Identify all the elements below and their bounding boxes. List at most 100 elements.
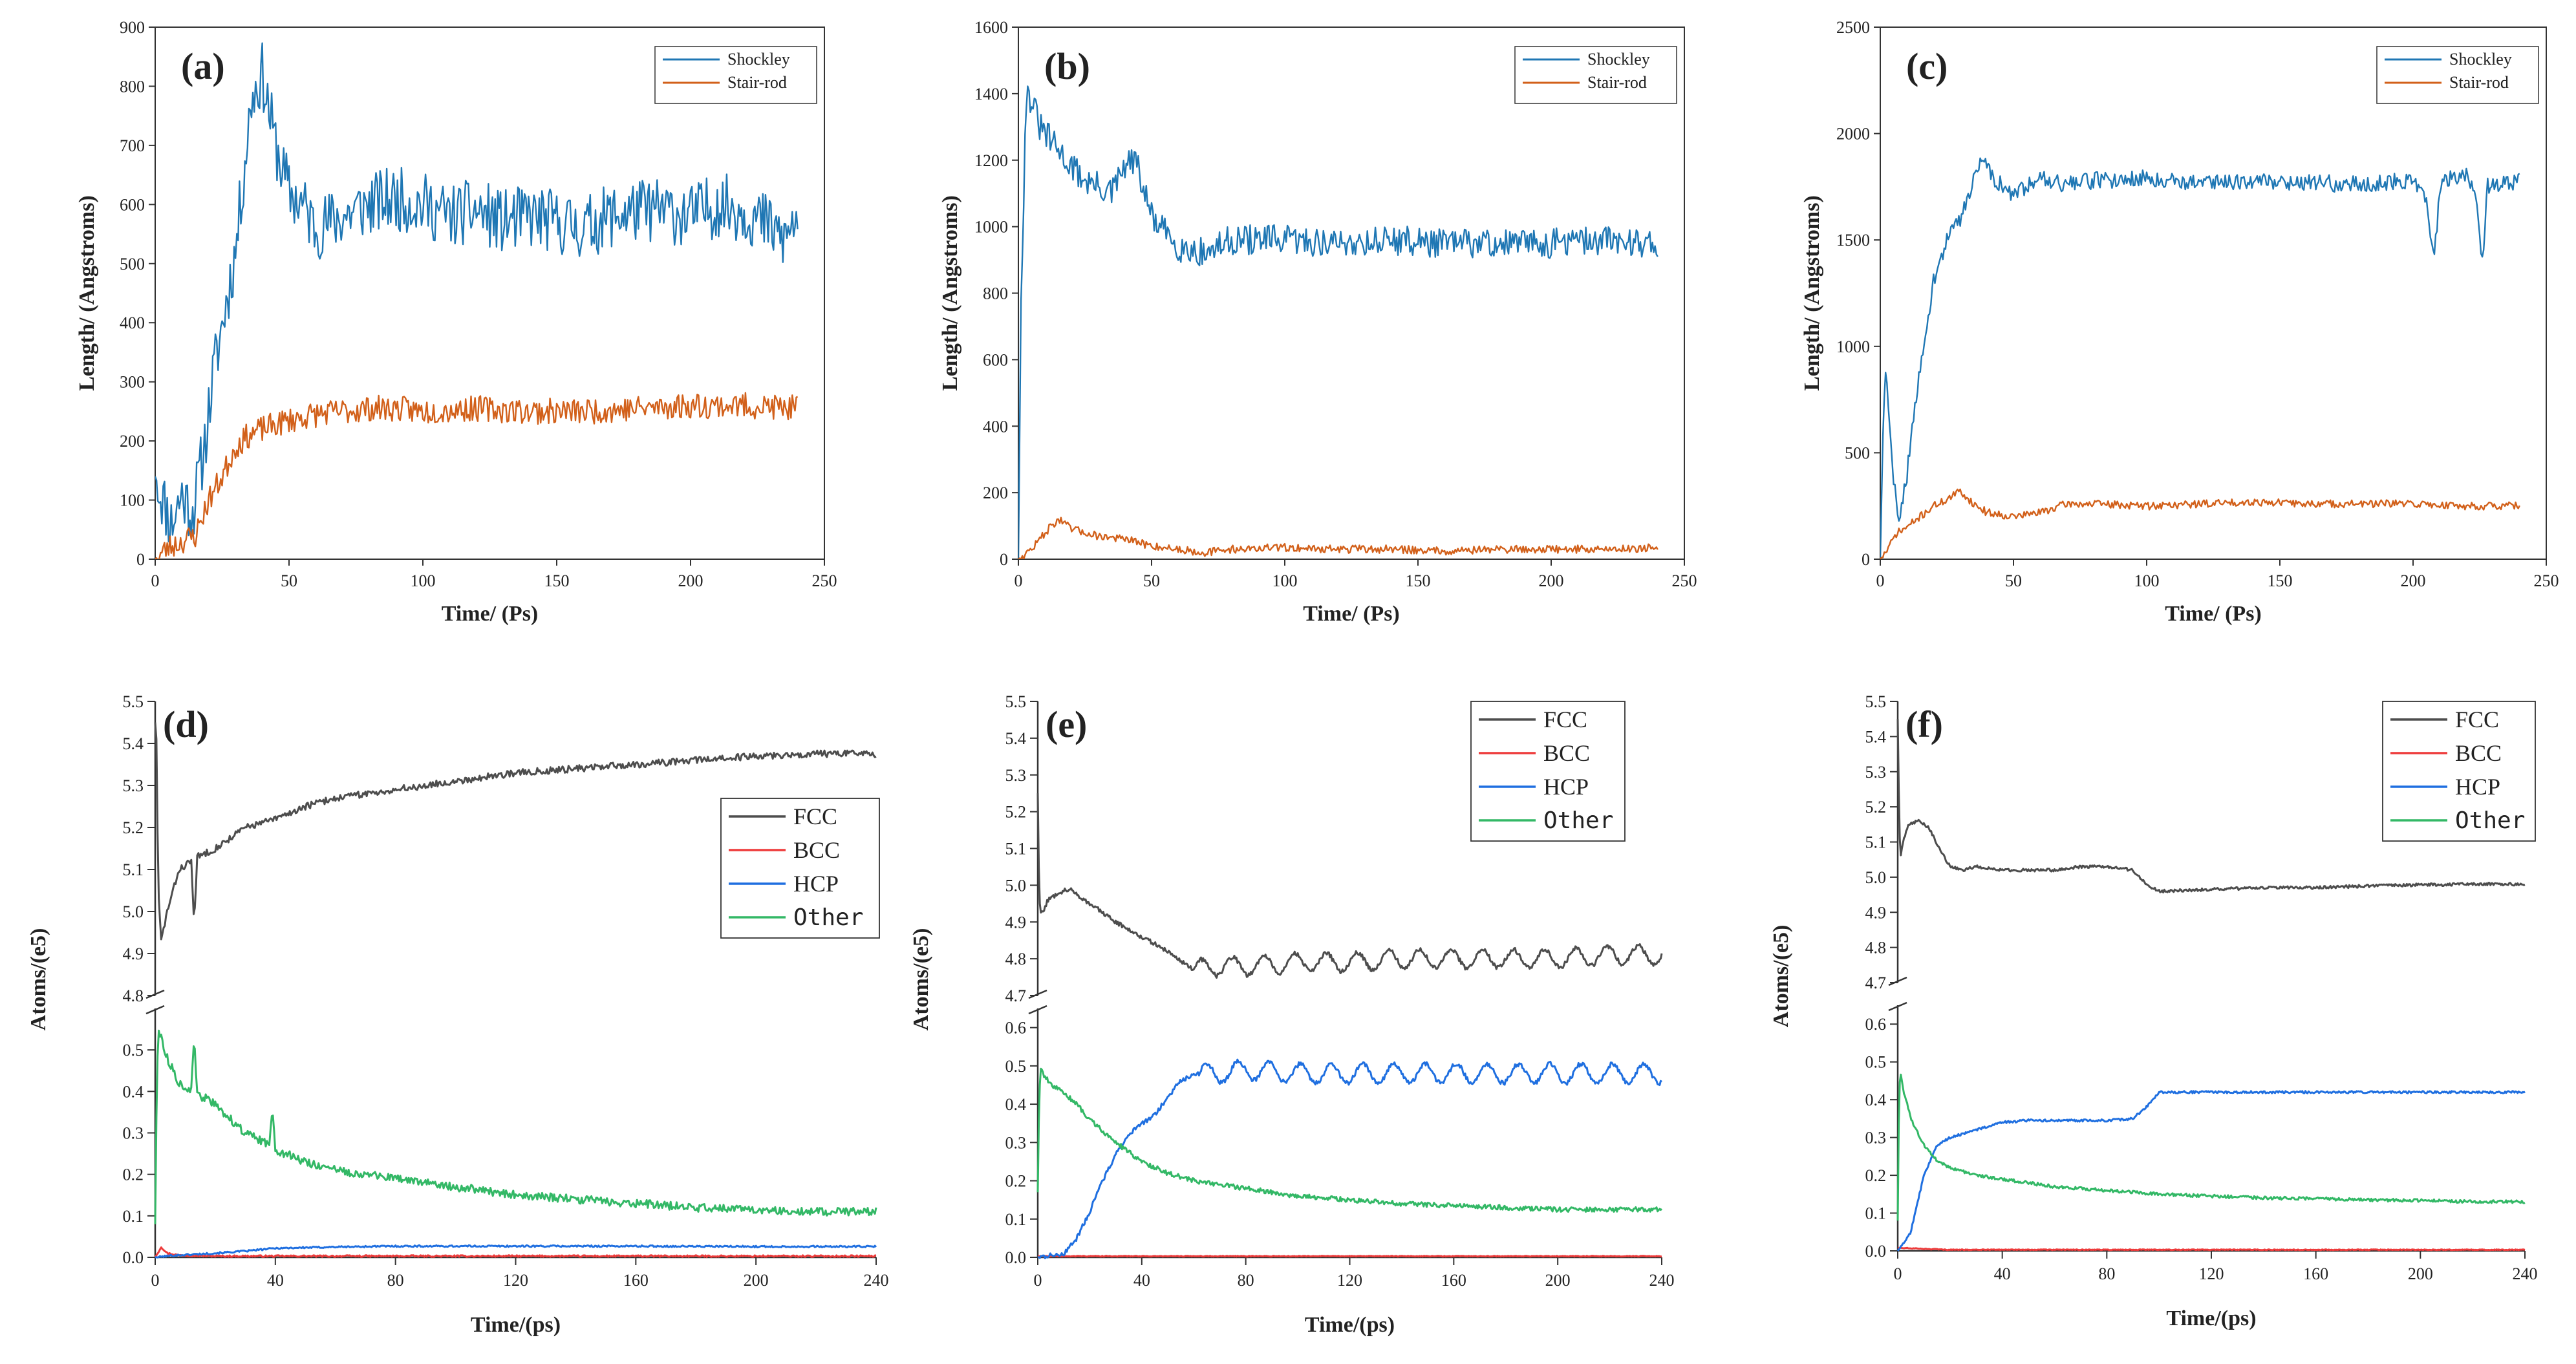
x-tick-label: 160 [2303,1264,2328,1283]
y-tick-label: 5.4 [1005,729,1027,748]
panel-label: (b) [1044,45,1090,87]
x-tick-label: 250 [812,571,837,590]
series-line-shockley [155,42,799,542]
y-tick-label: 0.3 [1005,1133,1027,1152]
y-tick-label: 400 [983,417,1008,436]
y-tick-label: 5.5 [123,692,144,711]
x-tick-label: 120 [503,1271,528,1290]
series-line-fcc [154,722,877,941]
panel-label: (e) [1046,703,1087,745]
y-tick-label: 700 [120,136,145,155]
y-tick-label: 5.0 [1865,868,1887,887]
legend-entry: HCP [2455,774,2500,800]
series-line-shockley [1880,157,2520,559]
legend-entry: Other [2455,807,2525,834]
y-tick-label: 2500 [1836,18,1870,37]
axis-break-mark [1888,976,1907,986]
panel-label: (c) [1906,45,1948,87]
y-tick-label: 800 [983,284,1008,303]
panel-d: 0 40 80 120 160 200 240 4.8 4.9 5.0 5.1 5.2 5.3 5.4 5.… [27,692,889,1337]
y-axis-label: Atoms/(e5) [27,928,50,1031]
y-tick-label: 5.1 [1865,833,1887,852]
x-tick-label: 0 [1894,1264,1902,1283]
panel-a: 0 50 100 150 200 250 0 100 200 300 400 500 600 700 800… [75,18,837,626]
x-axis-label: Time/ (Ps) [442,602,539,626]
legend: FCC BCC HCP Other [1470,701,1626,842]
x-tick-label: 250 [1672,571,1697,590]
y-tick-label: 600 [983,350,1008,369]
y-tick-label: 5.0 [123,902,144,921]
legend-entry: FCC [2455,707,2499,732]
y-tick-label: 5.2 [123,818,144,837]
x-tick-label: 100 [2134,571,2160,590]
x-tick-label: 150 [1406,571,1431,590]
legend-entry: Stair-rod [2449,73,2509,92]
series-line-stair-rod [155,392,799,559]
y-tick-label: 5.3 [1005,766,1027,785]
y-tick-label: 4.9 [1865,903,1887,922]
legend-box [1514,46,1677,104]
legend-entry: Shockley [2449,50,2512,69]
series-line-other [154,1029,877,1224]
legend-box [2376,46,2539,104]
x-tick-label: 150 [2268,571,2293,590]
series-line-fcc [1896,719,2526,893]
panel-b: 0 50 100 150 200 250 0 200 400 600 800 1000 1200 1400… [938,18,1697,626]
y-tick-label: 5.5 [1865,692,1887,711]
x-tick-label: 120 [2199,1264,2224,1283]
axis-break-mark [145,1005,165,1015]
y-tick-label: 200 [983,484,1008,502]
y-tick-label: 0.2 [123,1166,144,1184]
y-tick-label: 0.5 [1865,1053,1887,1072]
x-tick-label: 80 [2098,1264,2115,1283]
y-tick-label: 4.7 [1005,986,1027,1005]
legend: Shockley Stair-rod [2376,46,2539,104]
y-tick-label: 0.3 [123,1124,144,1143]
y-tick-label: 5.2 [1865,798,1887,816]
y-tick-label: 1200 [974,151,1008,170]
x-tick-label: 50 [281,571,297,590]
y-tick-label: 5.4 [123,734,144,753]
y-tick-label: 5.3 [1865,763,1887,782]
x-tick-label: 100 [1272,571,1298,590]
x-tick-label: 80 [1238,1271,1254,1290]
y-tick-label: 4.7 [1865,974,1887,992]
y-tick-label: 5.4 [1865,727,1887,746]
axis-break-mark [1028,1005,1047,1015]
y-tick-label: 400 [120,314,145,332]
y-tick-label: 300 [120,373,145,392]
y-tick-label: 0 [136,550,145,569]
series-line-shockley [1018,85,1658,559]
series-line-bcc [1038,1255,1662,1258]
series-line-other [1036,1067,1663,1213]
y-tick-label: 0.6 [1865,1015,1887,1034]
x-tick-label: 40 [1133,1271,1150,1290]
legend-entry: BCC [793,837,840,863]
x-tick-label: 150 [544,571,570,590]
axis-break-mark [1888,1001,1907,1012]
panel-e: 0 40 80 120 160 200 240 4.7 4.8 4.9 5.0 5.1 5.2 5.3 5.… [909,692,1675,1337]
x-tick-label: 160 [623,1271,649,1290]
panel-f: 0 40 80 120 160 200 240 4.7 4.8 4.9 5.0 5.1 5.2 5.3 5.… [1769,692,2538,1330]
x-tick-label: 160 [1441,1271,1466,1290]
legend-entry: Stair-rod [727,73,787,92]
series-line-bcc [154,1246,877,1258]
x-tick-label: 50 [2005,571,2022,590]
y-tick-label: 0.3 [1865,1129,1887,1147]
legend-box [2382,701,2536,842]
legend-box [1470,701,1626,842]
y-tick-label: 4.9 [123,944,144,963]
panel-label: (a) [181,45,225,87]
y-tick-label: 500 [120,255,145,273]
y-tick-label: 0.4 [123,1082,144,1101]
legend-entry: HCP [793,871,839,897]
y-tick-label: 500 [1845,443,1870,462]
x-tick-label: 100 [411,571,436,590]
legend-entry: FCC [1543,707,1587,732]
legend-box [654,46,817,104]
y-tick-label: 5.5 [1005,692,1027,711]
plot-frame [155,27,825,560]
x-tick-label: 200 [744,1271,769,1290]
series-line-bcc [1897,1246,2526,1252]
